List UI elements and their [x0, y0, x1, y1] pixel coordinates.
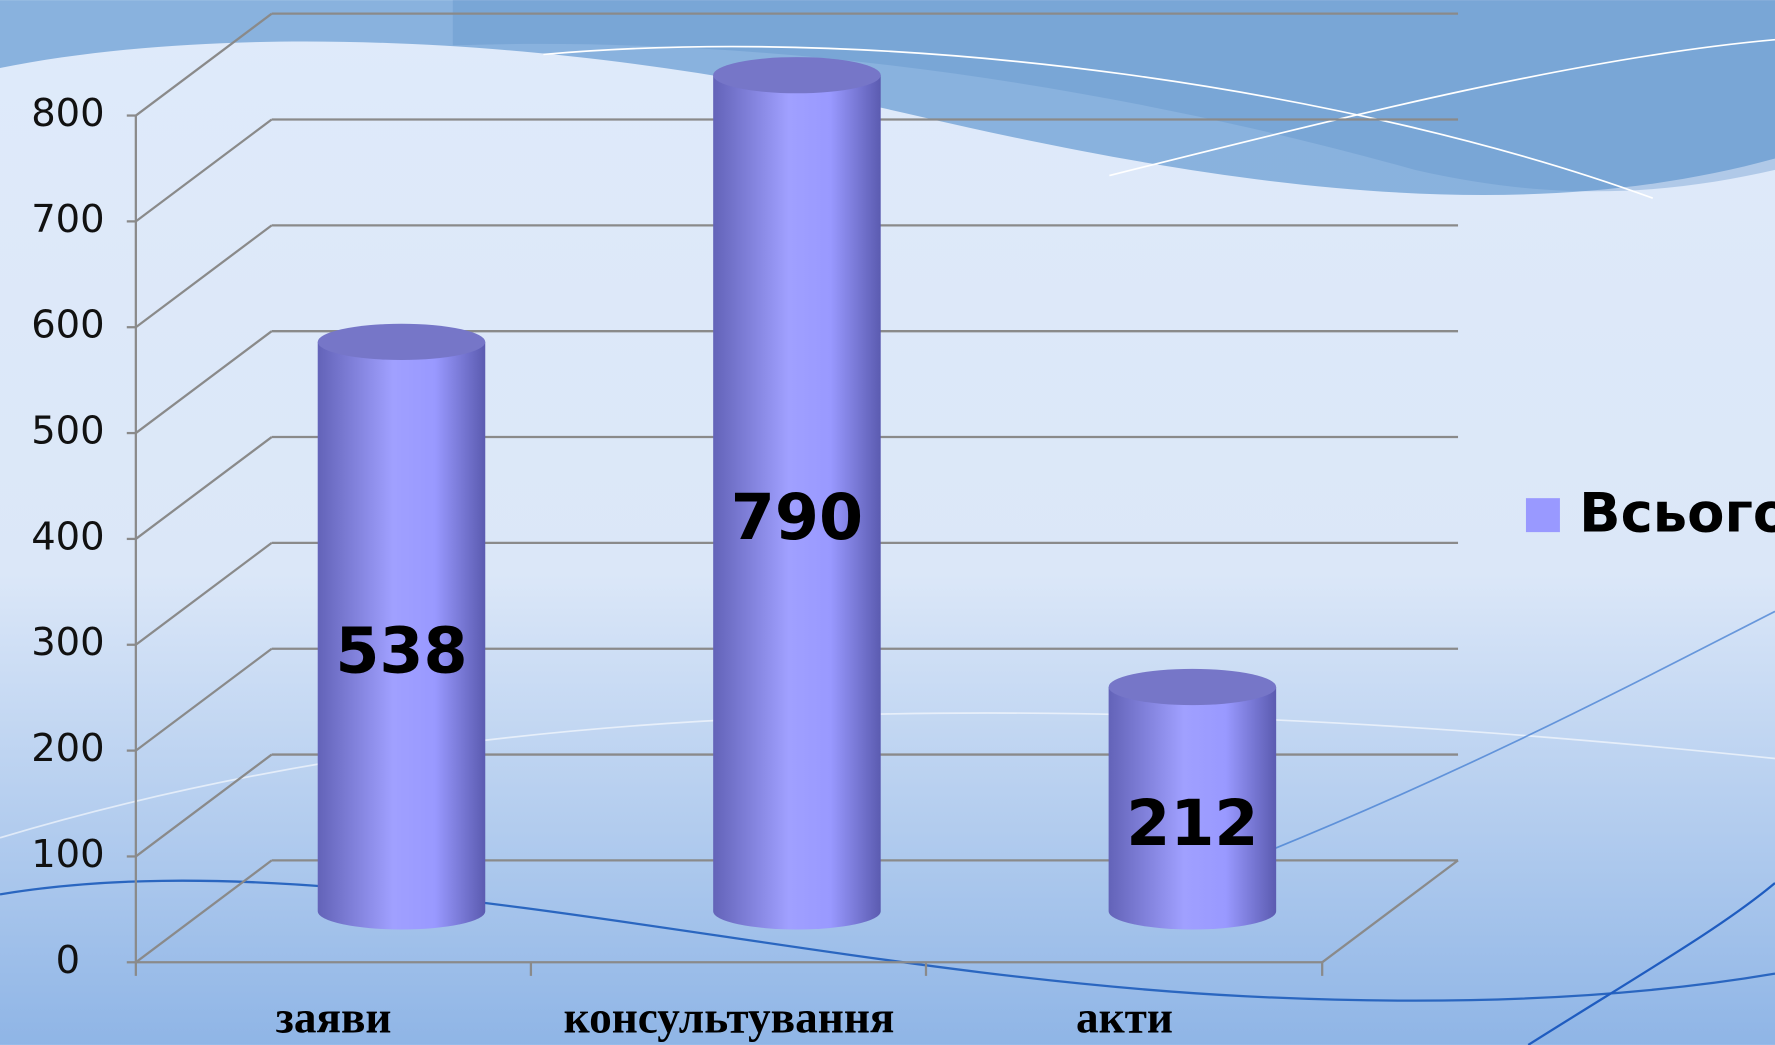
y-tick-label: 100: [31, 832, 104, 877]
background: [0, 0, 1775, 1045]
legend-label: Всього: [1579, 481, 1775, 544]
y-tick-label: 300: [31, 620, 104, 665]
data-label: 538: [335, 613, 467, 687]
bar-top: [318, 324, 486, 360]
y-tick-label: 0: [56, 938, 80, 983]
y-tick-label: 800: [31, 91, 104, 136]
y-tick-label: 200: [31, 726, 104, 771]
y-tick-label: 600: [31, 303, 104, 348]
chart: Всього 0 100 200 300 400 500 600 700 800 заяви кон…: [0, 0, 1775, 1045]
legend-swatch: [1526, 498, 1560, 532]
x-tick-label: консультування: [564, 993, 895, 1043]
x-tick-label: заяви: [276, 993, 392, 1043]
bar-top: [713, 57, 881, 93]
y-tick-label: 400: [31, 514, 104, 559]
y-tick-label: 500: [31, 409, 104, 454]
bar-top: [1109, 669, 1277, 705]
page: {"chart_data": {"type": "bar", "categori…: [0, 0, 1775, 1045]
data-label: 212: [1126, 786, 1258, 860]
data-label: 790: [731, 480, 863, 554]
x-tick-label: акти: [1076, 993, 1173, 1043]
y-tick-label: 700: [31, 197, 104, 242]
